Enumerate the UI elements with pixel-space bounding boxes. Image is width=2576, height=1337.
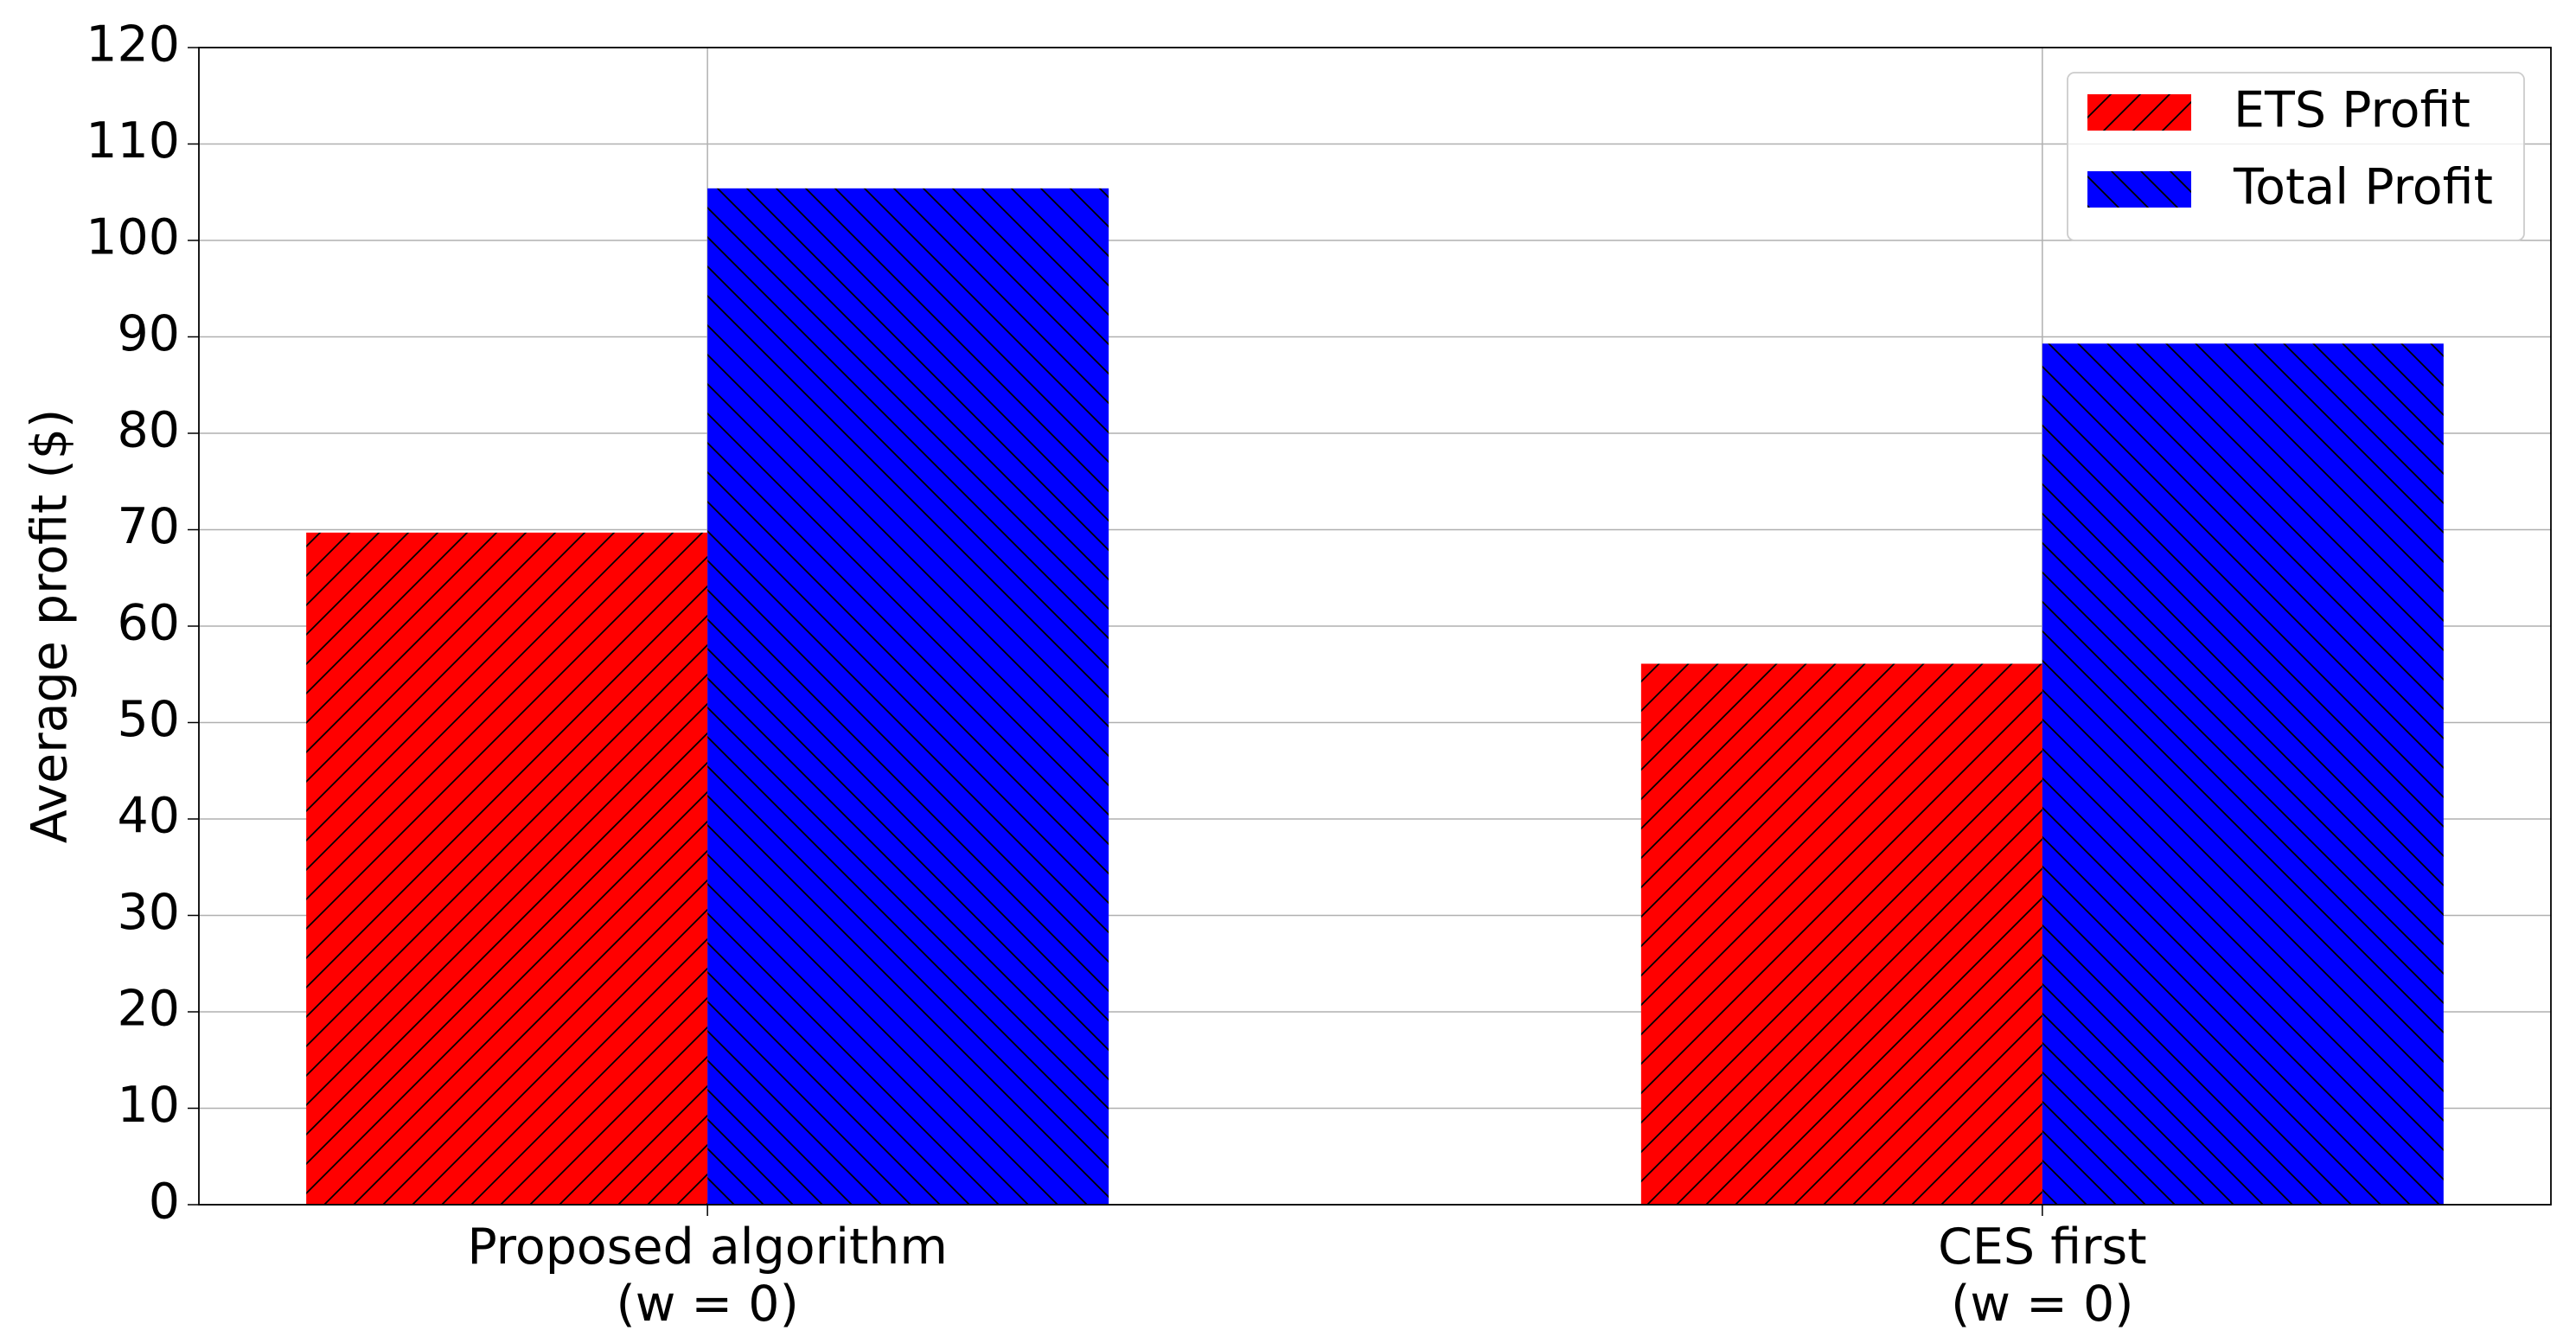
y-tick-label: 70 [117, 498, 180, 555]
x-tick-label: Proposed algorithm (w = 0) [467, 1219, 948, 1333]
legend-swatch [2087, 171, 2191, 208]
legend-label: Total Profit [2233, 159, 2493, 216]
y-tick-label: 30 [117, 884, 180, 941]
y-axis-label: Average profit ($) [22, 409, 79, 844]
bar [2042, 343, 2444, 1205]
y-tick-label: 100 [86, 209, 180, 266]
bar [306, 532, 708, 1205]
y-tick-label: 80 [117, 402, 180, 459]
y-tick-label: 50 [117, 691, 180, 748]
y-tick-label: 60 [117, 595, 180, 652]
y-tick-label: 110 [86, 112, 180, 170]
x-tick-label: CES first (w = 0) [1938, 1219, 2147, 1333]
bar [1640, 663, 2042, 1205]
y-tick-label: 10 [117, 1077, 180, 1134]
y-tick-label: 0 [149, 1174, 180, 1231]
plot-frame [198, 47, 2552, 1206]
y-tick-label: 20 [117, 981, 180, 1038]
bar [707, 188, 1109, 1205]
y-tick-label: 40 [117, 788, 180, 845]
y-tick-label: 90 [117, 305, 180, 362]
legend-label: ETS Profit [2234, 82, 2471, 139]
legend-swatch [2087, 94, 2191, 131]
y-tick-label: 120 [86, 16, 180, 74]
